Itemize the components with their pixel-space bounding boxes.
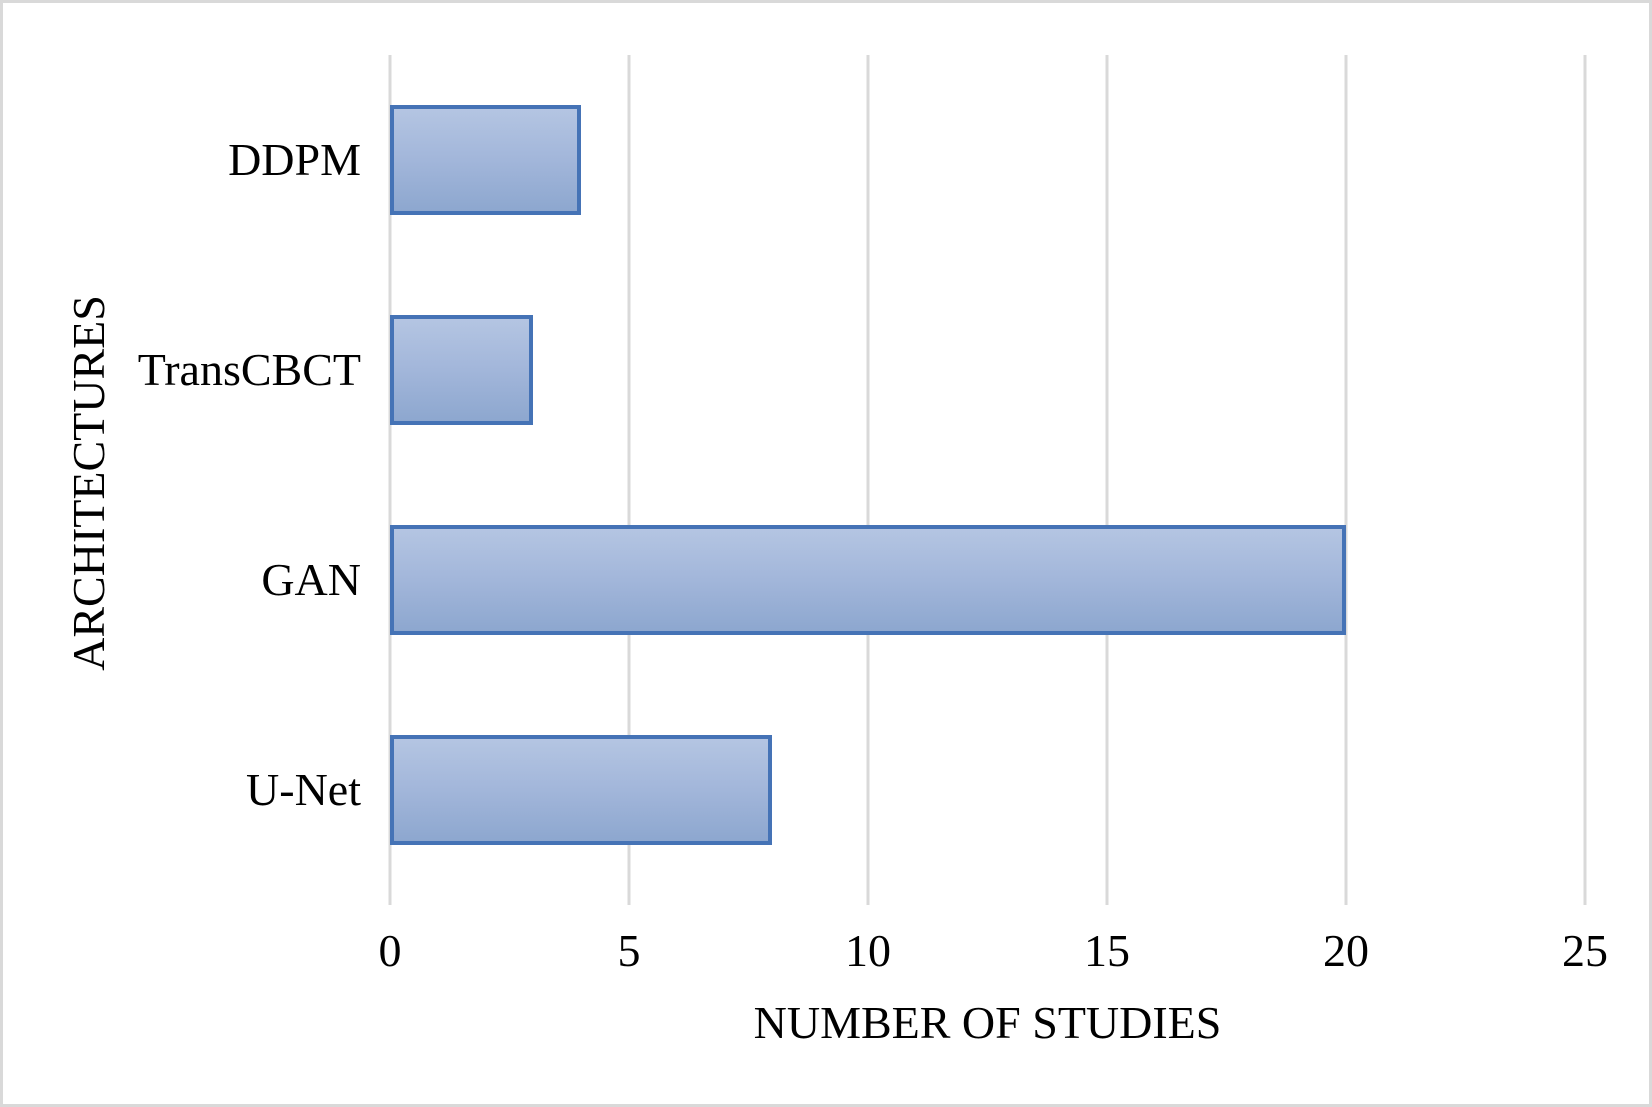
bar-u-net (390, 735, 773, 845)
category-label: GAN (261, 554, 361, 605)
category-label: U-Net (246, 764, 361, 815)
x-tick-labels: 0 5 10 15 20 25 (379, 921, 1609, 981)
gridlines (388, 55, 1587, 905)
x-tick-label: 10 (845, 925, 891, 976)
bar-gan (390, 525, 1346, 635)
gridline (1105, 55, 1109, 905)
gridline (627, 55, 631, 905)
bars (390, 55, 1585, 895)
bar-transcbct (390, 315, 534, 425)
gridline (388, 55, 392, 905)
category-label: DDPM (228, 134, 361, 185)
x-tick-label: 5 (617, 925, 641, 976)
gridline (1344, 55, 1348, 905)
category-label: TransCBCT (137, 344, 361, 395)
bar-ddpm (390, 105, 582, 215)
plot-area (388, 55, 1587, 905)
gridline (1583, 55, 1587, 905)
category-labels: DDPM TransCBCT GAN U-Net (3, 55, 361, 895)
x-axis-title: NUMBER OF STUDIES (753, 997, 1222, 1048)
x-tick-label: 15 (1084, 925, 1130, 976)
x-tick-label: 0 (378, 925, 402, 976)
x-tick-label: 20 (1323, 925, 1369, 976)
gridline (866, 55, 870, 905)
x-tick-label: 25 (1562, 925, 1608, 976)
